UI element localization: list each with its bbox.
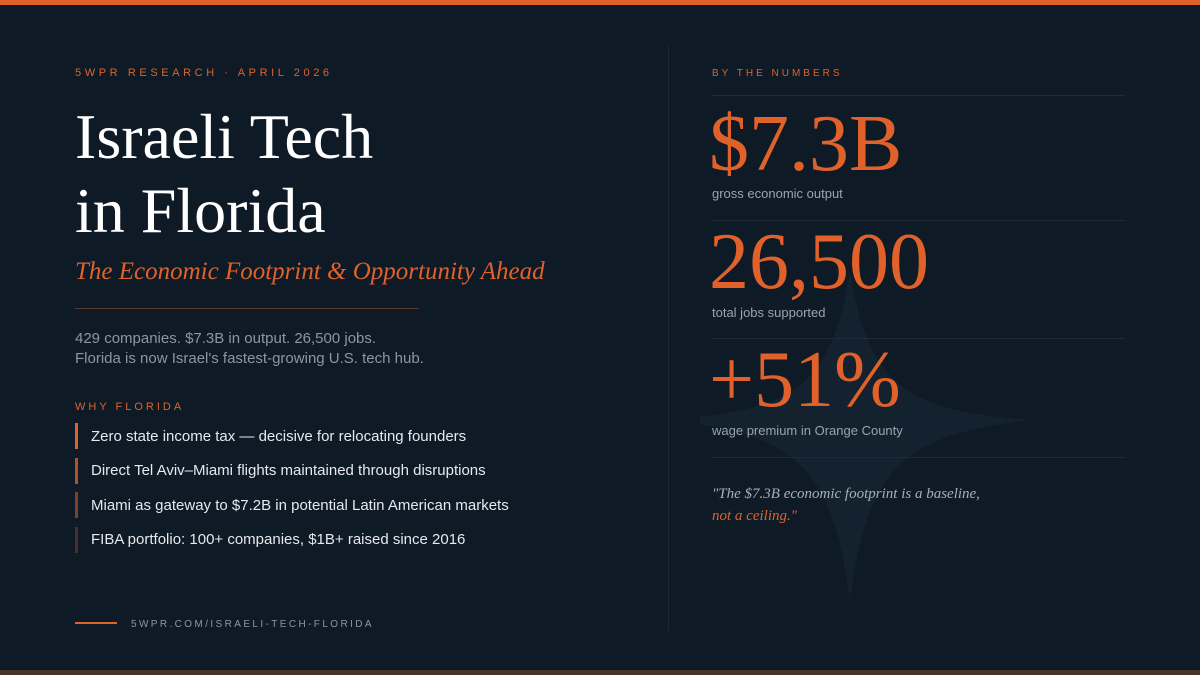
list-item: FIBA portfolio: 100+ companies, $1B+ rai… — [75, 526, 509, 553]
list-marker — [75, 526, 78, 553]
stat-value-output: $7.3B — [709, 100, 903, 188]
page-subtitle: The Economic Footprint & Opportunity Ahe… — [75, 258, 545, 285]
list-marker — [75, 492, 78, 518]
eyebrow-label: 5WPR RESEARCH · APRIL 2026 — [75, 67, 333, 79]
list-item: Zero state income tax — decisive for rel… — [75, 423, 509, 449]
stat-divider — [712, 95, 1125, 96]
pull-quote: "The $7.3B economic footprint is a basel… — [712, 483, 980, 527]
list-item-text: Direct Tel Aviv–Miami flights maintained… — [91, 462, 486, 479]
list-item: Direct Tel Aviv–Miami flights maintained… — [75, 457, 509, 484]
by-the-numbers-label: BY THE NUMBERS — [712, 68, 843, 79]
stat-caption-wage: wage premium in Orange County — [712, 423, 903, 438]
why-florida-label: WHY FLORIDA — [75, 401, 185, 413]
footer-url[interactable]: 5WPR.COM/ISRAELI-TECH-FLORIDA — [131, 619, 374, 630]
column-divider — [668, 46, 669, 631]
list-item-text: FIBA portfolio: 100+ companies, $1B+ rai… — [91, 531, 466, 548]
list-marker — [75, 457, 78, 484]
why-florida-list: Zero state income tax — decisive for rel… — [75, 423, 509, 561]
stat-divider — [712, 457, 1125, 458]
summary-text: 429 companies. $7.3B in output. 26,500 j… — [75, 329, 424, 369]
quote-line-2: not a ceiling." — [712, 508, 798, 524]
summary-line-2: Florida is now Israel's fastest-growing … — [75, 350, 424, 367]
list-item: Miami as gateway to $7.2B in potential L… — [75, 492, 509, 518]
stat-divider — [712, 338, 1125, 339]
stat-value-wage: +51% — [709, 336, 901, 424]
subtitle-divider — [75, 308, 419, 309]
stat-value-jobs: 26,500 — [709, 218, 929, 306]
title-line-1: Israeli Tech — [75, 101, 374, 172]
quote-line-1: "The $7.3B economic footprint is a basel… — [712, 486, 980, 502]
bottom-accent-bar — [0, 670, 1200, 675]
list-item-text: Zero state income tax — decisive for rel… — [91, 427, 467, 445]
list-marker — [75, 423, 78, 449]
stat-divider — [712, 220, 1125, 221]
summary-line-1: 429 companies. $7.3B in output. 26,500 j… — [75, 330, 377, 347]
stat-caption-output: gross economic output — [712, 186, 843, 201]
title-line-2: in Florida — [75, 175, 326, 246]
list-item-text: Miami as gateway to $7.2B in potential L… — [91, 496, 509, 514]
stat-caption-jobs: total jobs supported — [712, 305, 826, 320]
footer-accent-line — [75, 622, 117, 624]
star-decoration — [700, 270, 1030, 600]
top-accent-bar — [0, 0, 1200, 5]
page-title: Israeli Tech in Florida — [75, 100, 373, 248]
